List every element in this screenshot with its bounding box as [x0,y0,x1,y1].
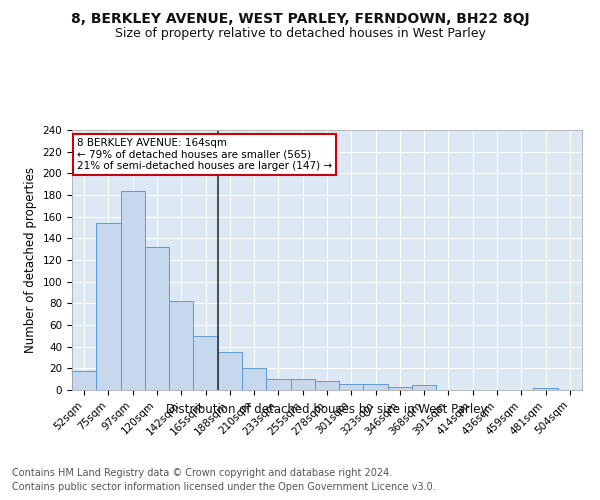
Bar [339,384,364,390]
Bar [145,247,169,390]
Bar [72,370,96,390]
Bar [193,336,218,390]
Bar [169,301,193,390]
Bar [533,388,558,390]
Bar [388,387,412,390]
Bar [290,379,315,390]
Text: Distribution of detached houses by size in West Parley: Distribution of detached houses by size … [166,402,488,415]
Bar [364,384,388,390]
Text: 8, BERKLEY AVENUE, WEST PARLEY, FERNDOWN, BH22 8QJ: 8, BERKLEY AVENUE, WEST PARLEY, FERNDOWN… [71,12,529,26]
Bar [121,190,145,390]
Text: Contains public sector information licensed under the Open Government Licence v3: Contains public sector information licen… [12,482,436,492]
Bar [412,384,436,390]
Bar [315,382,339,390]
Bar [266,379,290,390]
Bar [96,223,121,390]
Text: Contains HM Land Registry data © Crown copyright and database right 2024.: Contains HM Land Registry data © Crown c… [12,468,392,477]
Bar [242,368,266,390]
Bar [218,352,242,390]
Y-axis label: Number of detached properties: Number of detached properties [24,167,37,353]
Text: 8 BERKLEY AVENUE: 164sqm
← 79% of detached houses are smaller (565)
21% of semi-: 8 BERKLEY AVENUE: 164sqm ← 79% of detach… [77,138,332,171]
Text: Size of property relative to detached houses in West Parley: Size of property relative to detached ho… [115,28,485,40]
